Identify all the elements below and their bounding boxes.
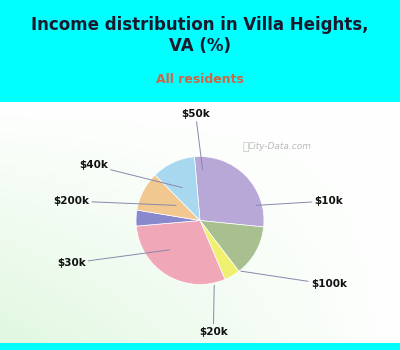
Wedge shape <box>200 220 264 271</box>
Text: $200k: $200k <box>53 196 176 206</box>
Text: $20k: $20k <box>199 285 228 337</box>
Wedge shape <box>136 210 200 226</box>
Text: City-Data.com: City-Data.com <box>248 142 312 151</box>
Wedge shape <box>136 220 225 285</box>
Text: $40k: $40k <box>79 160 182 188</box>
Text: All residents: All residents <box>156 73 244 86</box>
Text: $100k: $100k <box>241 271 347 289</box>
Text: $10k: $10k <box>256 196 343 206</box>
Text: ⓘ: ⓘ <box>242 142 249 152</box>
Wedge shape <box>194 156 264 227</box>
Text: $30k: $30k <box>57 250 170 268</box>
Wedge shape <box>155 157 200 220</box>
Wedge shape <box>137 175 200 220</box>
Wedge shape <box>200 220 239 279</box>
Text: Income distribution in Villa Heights,
VA (%): Income distribution in Villa Heights, VA… <box>31 16 369 55</box>
Text: $50k: $50k <box>181 109 210 170</box>
